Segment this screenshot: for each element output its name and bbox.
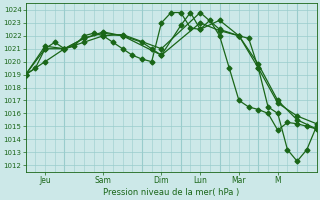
X-axis label: Pression niveau de la mer( hPa ): Pression niveau de la mer( hPa ) xyxy=(103,188,239,197)
